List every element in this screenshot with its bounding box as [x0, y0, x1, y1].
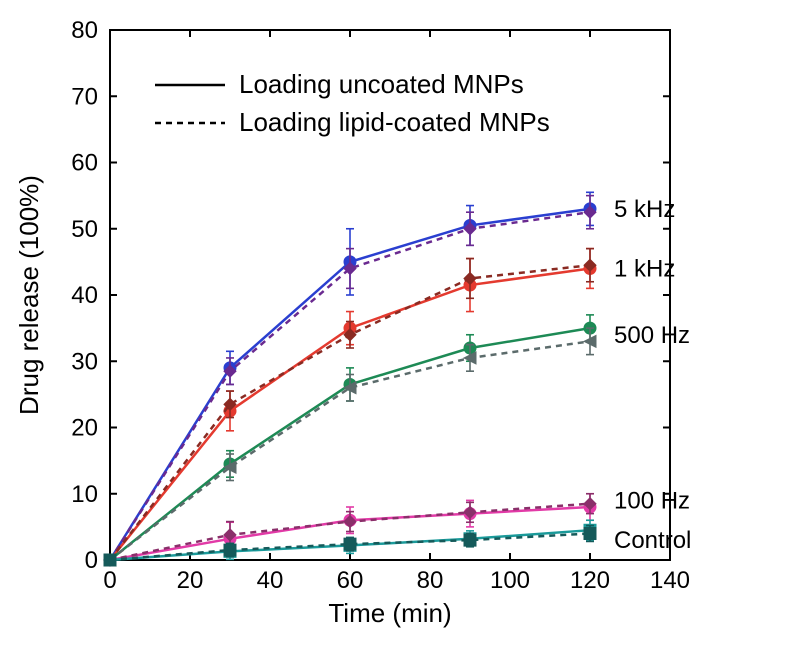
series-label: 100 Hz — [614, 487, 690, 514]
svg-text:80: 80 — [71, 17, 98, 44]
svg-text:Drug release (100%): Drug release (100%) — [14, 175, 44, 415]
svg-text:140: 140 — [650, 567, 690, 594]
svg-text:70: 70 — [71, 83, 98, 110]
svg-text:30: 30 — [71, 348, 98, 375]
series-label: 5 kHz — [614, 196, 675, 223]
svg-text:80: 80 — [417, 567, 444, 594]
svg-text:20: 20 — [177, 567, 204, 594]
series-label: Control — [614, 527, 691, 554]
chart-container: 0 20 40 60 80 100 120 140 0 10 20 30 40 50 60 70 80 Time … — [0, 0, 800, 652]
svg-text:50: 50 — [71, 216, 98, 243]
legend-item-label: Loading lipid-coated MNPs — [239, 107, 550, 137]
svg-text:0: 0 — [103, 567, 116, 594]
drug-release-chart: 0 20 40 60 80 100 120 140 0 10 20 30 40 50 60 70 80 Time … — [0, 0, 800, 652]
svg-text:Time (min): Time (min) — [328, 598, 451, 628]
svg-text:10: 10 — [71, 481, 98, 508]
svg-text:120: 120 — [570, 567, 610, 594]
svg-text:40: 40 — [257, 567, 284, 594]
svg-text:20: 20 — [71, 415, 98, 442]
legend-item-label: Loading uncoated MNPs — [239, 69, 524, 99]
svg-text:40: 40 — [71, 282, 98, 309]
svg-text:60: 60 — [337, 567, 364, 594]
svg-text:100: 100 — [490, 567, 530, 594]
series-label: 1 kHz — [614, 256, 675, 283]
svg-text:60: 60 — [71, 150, 98, 177]
series-label: 500 Hz — [614, 322, 690, 349]
svg-text:0: 0 — [85, 547, 98, 574]
